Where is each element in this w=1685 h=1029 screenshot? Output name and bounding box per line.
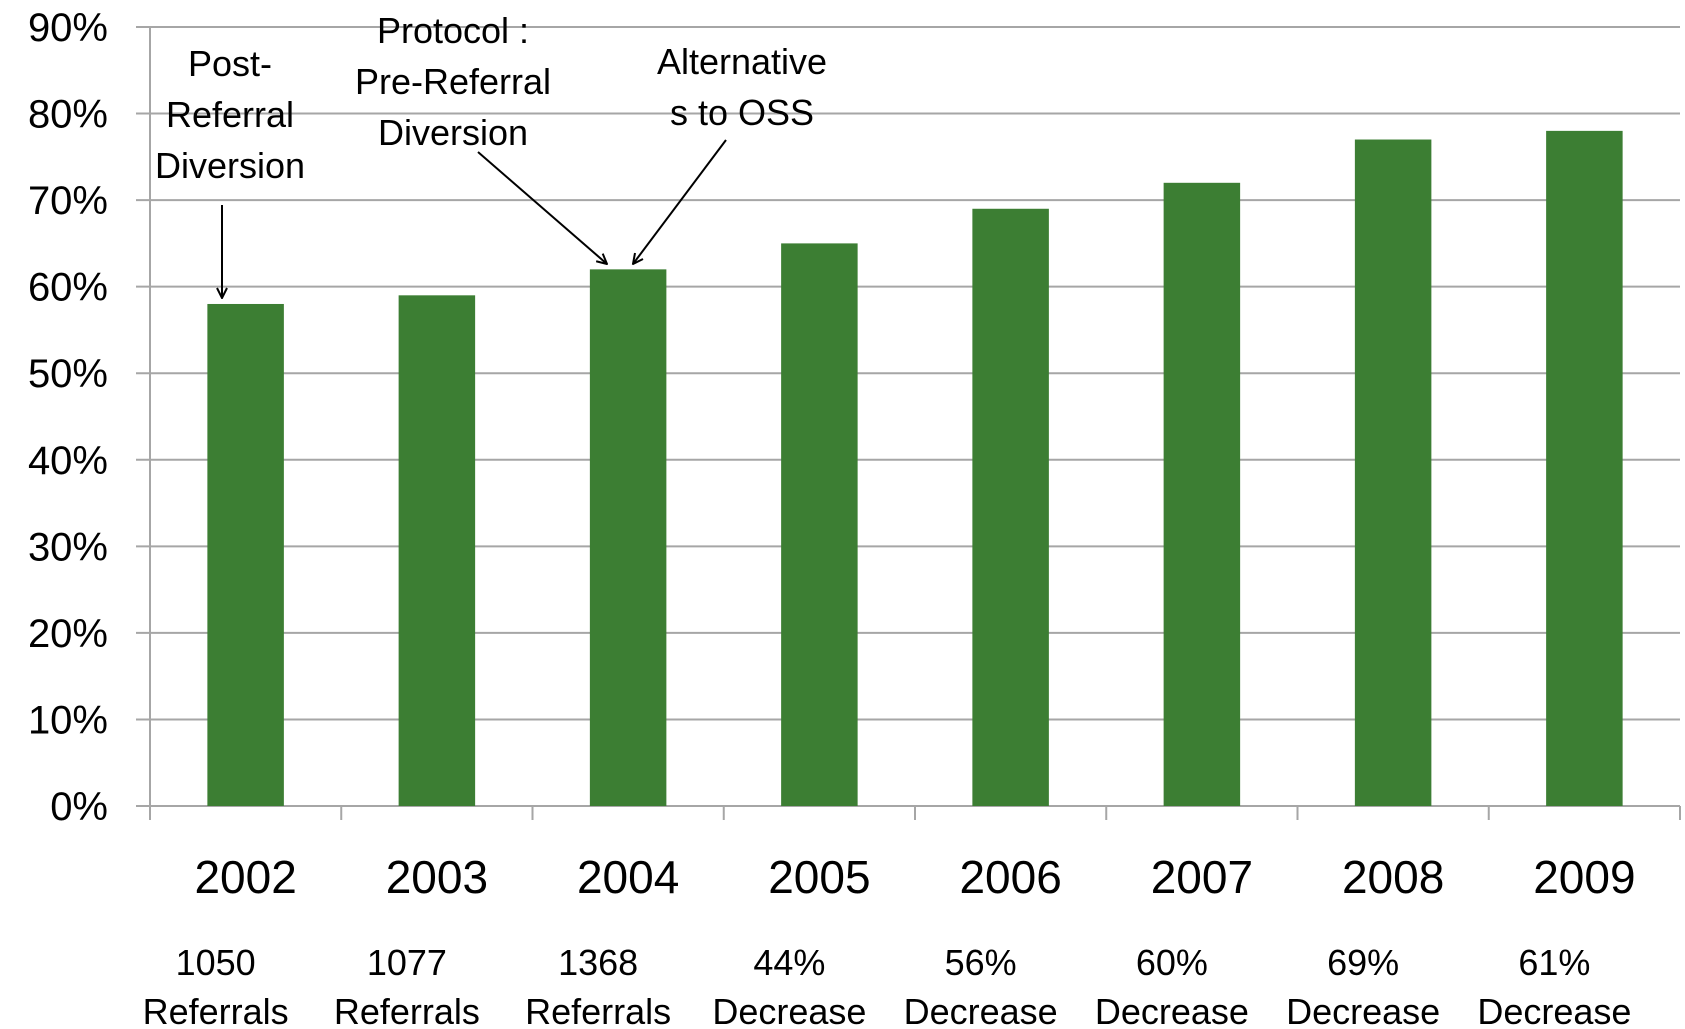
bar-2004 xyxy=(589,269,667,806)
x-sublabel-value: 1368 xyxy=(558,942,638,983)
x-sublabel-text: Referrals xyxy=(525,991,671,1029)
annotation-text: Alternative xyxy=(657,41,827,82)
y-tick-label: 0% xyxy=(50,785,108,829)
bars xyxy=(207,130,1623,807)
bar-2005 xyxy=(781,243,858,806)
annotation-text: Pre-Referral xyxy=(355,61,551,102)
x-sublabel-text: Decrease xyxy=(904,991,1058,1029)
bar-2002 xyxy=(207,303,284,806)
x-sublabel-value: 69% xyxy=(1327,942,1399,983)
y-tick-label: 20% xyxy=(28,612,108,656)
y-tick-label: 50% xyxy=(28,352,108,396)
x-category-label: 2005 xyxy=(768,851,870,903)
x-category-label: 2006 xyxy=(959,851,1061,903)
annotation-arrow xyxy=(633,139,727,264)
axes xyxy=(136,27,1681,820)
y-tick-label: 10% xyxy=(28,698,108,742)
bar-2006 xyxy=(972,208,1049,806)
bar-2009 xyxy=(1546,130,1623,806)
y-tick-label: 40% xyxy=(28,439,108,483)
x-category-label: 2007 xyxy=(1151,851,1253,903)
annotation-arrow xyxy=(477,151,607,264)
x-category-label: 2008 xyxy=(1342,851,1444,903)
bar-2007 xyxy=(1163,182,1241,807)
annotation-text: s to OSS xyxy=(670,92,814,133)
labels: 0% 10% 20% 30% 40% 50% 60% 70% 80% 90% 2002 1050 Ref… xyxy=(28,6,1636,1029)
annotation-text: Protocol : xyxy=(377,10,529,51)
x-category-label: 2003 xyxy=(386,851,488,903)
annotation-text: Referral xyxy=(166,94,294,135)
annotations: Post- Referral Diversion Protocol : Pre-Refe… xyxy=(155,10,827,298)
annotation-text: Post- xyxy=(188,43,272,84)
x-sublabel-text: Decrease xyxy=(1477,991,1631,1029)
x-category-label: 2009 xyxy=(1533,851,1635,903)
annotation-text: Diversion xyxy=(155,145,305,186)
gridlines xyxy=(136,26,1680,721)
x-sublabel-text: Decrease xyxy=(712,991,866,1029)
bar-2003 xyxy=(398,295,476,806)
x-sublabel-value: 1077 xyxy=(367,942,447,983)
y-tick-label: 60% xyxy=(28,266,108,310)
x-sublabel-value: 56% xyxy=(945,942,1017,983)
x-sublabel-text: Referrals xyxy=(334,991,480,1029)
y-tick-label: 90% xyxy=(28,6,108,50)
x-sublabel-value: 61% xyxy=(1518,942,1590,983)
x-sublabel-text: Decrease xyxy=(1286,991,1440,1029)
x-sublabel-value: 44% xyxy=(753,942,825,983)
y-tick-label: 70% xyxy=(28,179,108,223)
bar-2008 xyxy=(1354,139,1432,806)
x-sublabel-value: 60% xyxy=(1136,942,1208,983)
y-tick-label: 30% xyxy=(28,525,108,569)
x-sublabel-text: Referrals xyxy=(143,991,289,1029)
y-tick-label: 80% xyxy=(28,93,108,137)
x-category-label: 2004 xyxy=(577,851,679,903)
x-sublabel-text: Decrease xyxy=(1095,991,1249,1029)
x-sublabel-value: 1050 xyxy=(176,942,256,983)
annotation-text: Diversion xyxy=(378,112,528,153)
x-category-label: 2002 xyxy=(194,851,296,903)
